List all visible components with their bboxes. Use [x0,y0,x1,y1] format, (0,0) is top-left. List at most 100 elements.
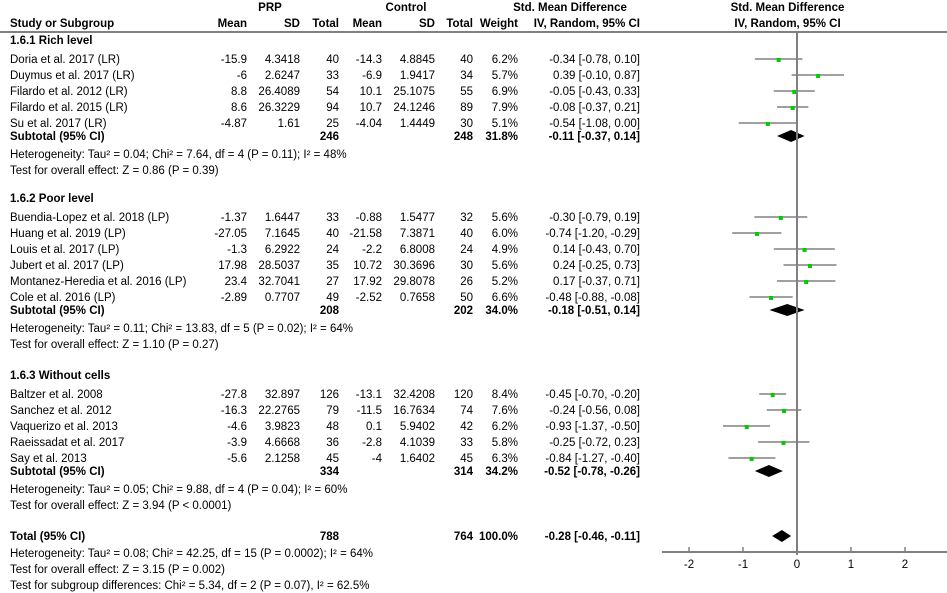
prp-total: 24 [326,244,339,256]
prp-total: 94 [326,102,339,114]
subtotal-label: Subtotal (95% CI) [10,466,105,478]
control-total: 55 [460,86,473,98]
prp-total: 33 [326,70,339,82]
control-total: 42 [460,421,473,433]
control-mean: -4 [371,453,382,465]
prp-mean: 17.98 [218,260,247,272]
control-total: 202 [453,305,473,317]
prp-sd: 2.6247 [264,70,300,82]
prp-mean: 8.8 [231,86,247,98]
study-name: Huang et al. 2019 (LP) [10,228,126,240]
study-name: Buendia-Lopez et al. 2018 (LP) [10,212,170,224]
control-sd: 4.1039 [399,437,435,449]
subtotal-diamond [777,130,805,142]
control-total: 45 [460,453,473,465]
control-mean-header: Mean [352,18,382,30]
control-total: 89 [460,102,473,114]
control-mean: 10.1 [359,86,382,98]
effect-square [776,58,781,62]
study-name: Sanchez et al. 2012 [10,405,112,417]
control-total: 32 [460,212,473,224]
smd-ci: -0.52 [-0.78, -0.26] [544,466,640,478]
weight: 5.6% [491,260,518,272]
study-name: Jubert et al. 2017 (LP) [10,260,124,272]
prp-sd: 1.61 [277,118,300,130]
control-total: 248 [453,131,473,143]
weight: 6.6% [491,292,518,304]
prp-total: 35 [326,260,339,272]
smd-ci: 0.39 [-0.10, 0.87] [553,70,640,82]
smd-ci: 0.14 [-0.43, 0.70] [553,244,640,256]
prp-mean: -4.6 [227,421,247,433]
prp-mean: -15.9 [220,54,247,66]
control-mean: -0.88 [355,212,382,224]
prp-sd: 1.6447 [264,212,300,224]
subtotal-label: Subtotal (95% CI) [10,305,105,317]
control-total: 26 [460,276,473,288]
heterogeneity-text: Heterogeneity: Tau² = 0.04; Chi² = 7.64,… [10,149,347,161]
smd-ci: 0.24 [-0.25, 0.73] [553,260,640,272]
prp-sd-header: SD [284,18,300,30]
control-mean: -21.58 [349,228,382,240]
weight: 6.3% [491,453,518,465]
prp-total: 49 [326,292,339,304]
effect-square [807,264,812,268]
smd-ci: -0.28 [-0.46, -0.11] [544,531,640,543]
prp-sd: 26.4089 [258,86,300,98]
prp-sd: 26.3229 [258,102,300,114]
effect-square [778,216,783,220]
prp-sd: 3.9823 [264,421,300,433]
weight: 6.0% [491,228,518,240]
control-total: 34 [460,70,473,82]
prp-sd: 0.7707 [264,292,300,304]
prp-total: 79 [326,405,339,417]
prp-group-header: PRP [258,2,282,14]
prp-sd: 6.2922 [264,244,300,256]
weight: 31.8% [485,131,518,143]
control-total: 40 [460,228,473,240]
x-tick-label: -1 [738,559,748,571]
weight: 5.7% [491,70,518,82]
smd-ci: -0.25 [-0.72, 0.23] [549,437,640,449]
effect-square [744,425,749,429]
control-total: 33 [460,437,473,449]
study-name: Duymus et al. 2017 (LR) [10,70,135,82]
study-name: Vaquerizo et al. 2013 [10,421,118,433]
study-name: Say et al. 2013 [10,453,87,465]
control-mean: -4.04 [355,118,382,130]
control-total: 30 [460,118,473,130]
smd-ci: -0.48 [-0.88, -0.08] [545,292,640,304]
prp-total: 246 [319,131,339,143]
control-sd: 1.5477 [399,212,435,224]
prp-total: 40 [326,228,339,240]
subgroup-label: 1.6.2 Poor level [10,193,94,205]
effect-square [790,106,795,110]
prp-sd: 32.7041 [258,276,300,288]
prp-mean: -16.3 [220,405,247,417]
control-total: 40 [460,54,473,66]
smd-ci: -0.30 [-0.79, 0.19] [549,212,640,224]
effect-square [802,248,807,252]
study-column-header: Study or Subgroup [10,18,115,30]
weight: 7.9% [491,102,518,114]
prp-total: 36 [326,437,339,449]
overall-effect-text: Test for overall effect: Z = 1.10 (P = 0… [10,339,219,351]
control-sd: 6.8008 [399,244,435,256]
prp-sd: 2.1258 [264,453,300,465]
weight: 6.9% [491,86,518,98]
prp-total: 40 [326,54,339,66]
control-mean: 0.1 [366,421,382,433]
total-heterogeneity-text: Heterogeneity: Tau² = 0.08; Chi² = 42.25… [10,548,374,560]
prp-mean: -4.87 [220,118,247,130]
prp-total: 27 [326,276,339,288]
weight: 100.0% [478,531,518,543]
study-name: Filardo et al. 2012 (LR) [10,86,128,98]
x-tick-label: -2 [684,559,694,571]
smd-method-header: IV, Random, 95% CI [533,18,640,30]
effect-square [755,232,760,236]
control-sd: 25.1075 [393,86,435,98]
subgroup-label: 1.6.1 Rich level [10,35,93,47]
weight: 5.1% [491,118,518,130]
control-mean: -14.3 [355,54,382,66]
prp-mean-header: Mean [217,18,247,30]
